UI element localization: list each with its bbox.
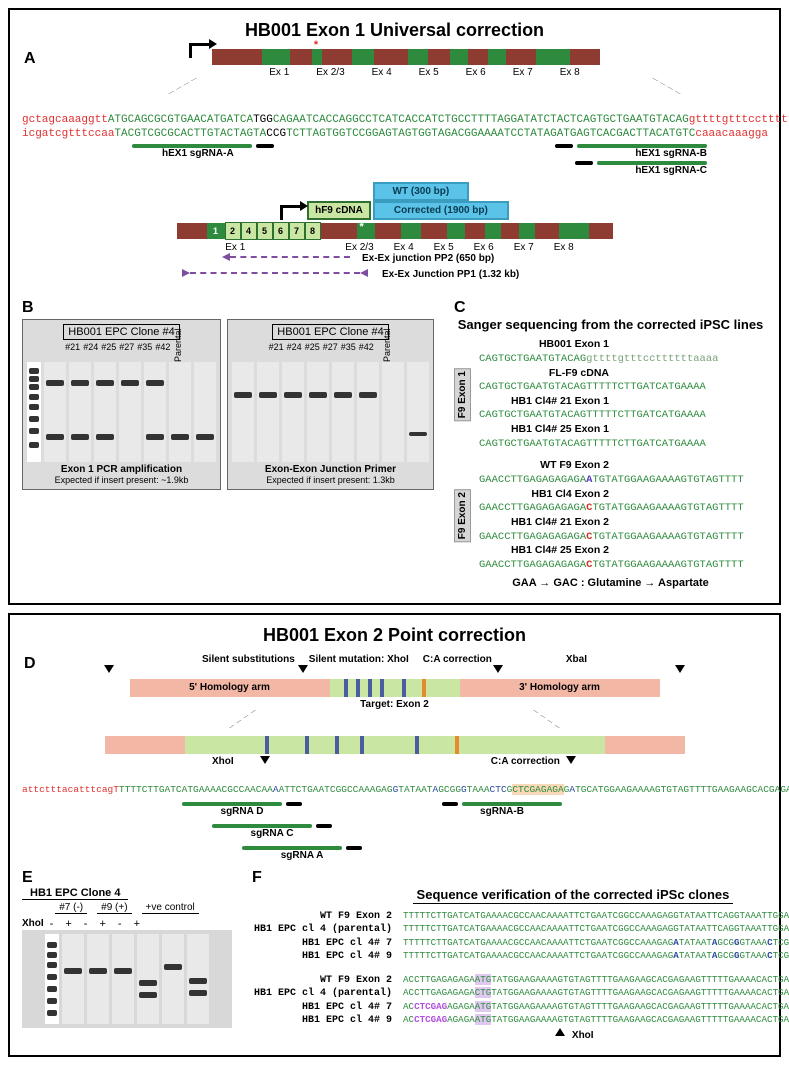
f-title: Sequence verification of the corrected i…	[413, 887, 734, 904]
exon-labels-top: Ex 1 Ex 2/3 Ex 4 Ex 5 Ex 6 Ex 7 Ex 8	[22, 67, 767, 78]
exon1-sequence: gctagcaaaggttATGCAGCGCGTGAACATGATCATGGCA…	[22, 100, 767, 141]
gel2-header: HB001 EPC Clone #4	[272, 324, 388, 340]
corrected-box: Corrected (1900 bp)	[373, 201, 509, 220]
wt-box: WT (300 bp)	[373, 182, 469, 201]
sgRNA-a-label: hEX1 sgRNA-A	[162, 148, 274, 159]
e-header: HB1 EPC Clone 4	[22, 887, 128, 900]
panel-bottom: HB001 Exon 2 Point correction D Silent s…	[8, 613, 781, 1057]
subpanel-f: F Sequence verification of the corrected…	[252, 869, 789, 1041]
promoter-arrow-icon	[280, 205, 301, 220]
exon-labels-bottom: Ex 1 Ex 2/3 Ex 4 Ex 5 Ex 6 Ex 7 Ex 8	[22, 242, 767, 253]
letter-b: B	[22, 299, 434, 317]
panel-top-title: HB001 Exon 1 Universal correction	[22, 20, 767, 41]
side-exon1: F9 Exon 1	[454, 368, 471, 421]
letter-a: A	[24, 50, 36, 68]
letter-e: E	[22, 869, 232, 887]
gel-1: HB001 EPC Clone #4 #21 #24 #25 #27 #35 #…	[22, 319, 221, 490]
panel-bottom-title: HB001 Exon 2 Point correction	[22, 625, 767, 646]
gel2-caption: Exon-Exon Junction Primer	[265, 464, 396, 475]
gene-schematic-corrected: 1 2 4 5 6 7 8 *	[22, 222, 767, 240]
homology-construct: 5' Homology arm 3' Homology arm	[22, 679, 767, 697]
aa-note: GAA → GAC : Glutamine → Aspartate	[454, 577, 767, 589]
zoom-exon2	[22, 736, 767, 754]
side-exon2: F9 Exon 2	[454, 489, 471, 542]
gel-e	[22, 930, 232, 1028]
pp1-label: Ex-Ex Junction PP1 (1.32 kb)	[382, 269, 519, 280]
sgRNA-bars: hEX1 sgRNA-A hEX1 sgRNA-B hEX1 sgRNA-C	[22, 143, 767, 176]
gel1-caption: Exon 1 PCR amplification	[61, 464, 182, 475]
d-sequence: attctttacatttcagTTTTTCTTGATCATGAAAACGCCA…	[22, 773, 767, 795]
promoter-arrow-icon	[189, 43, 210, 58]
gel1-header: HB001 EPC Clone #4	[63, 324, 179, 340]
hf9-cdna-box: hF9 cDNA	[307, 201, 371, 220]
subpanel-e: E HB1 EPC Clone 4 #7 (-) #9 (+) +ve cont…	[22, 869, 232, 1028]
sgRNA-b-label: hEX1 sgRNA-B	[555, 148, 707, 159]
primer-arrows: Ex-Ex junction PP2 (650 bp) Ex-Ex Juncti…	[182, 253, 767, 289]
subpanel-c: C Sanger sequencing from the corrected i…	[454, 299, 767, 588]
gel1-sub: Expected if insert present: ~1.9kb	[55, 475, 189, 485]
pp2-label: Ex-Ex junction PP2 (650 bp)	[362, 253, 494, 264]
panel-top: HB001 Exon 1 Universal correction A * Ex…	[8, 8, 781, 605]
construct-row: hF9 cDNA WT (300 bp) Corrected (1900 bp)	[22, 182, 767, 220]
red-asterisk: *	[314, 39, 318, 51]
target-label: Target: Exon 2	[22, 699, 767, 710]
letter-c: C	[454, 299, 466, 317]
subpanel-b: B HB001 EPC Clone #4 #21 #24 #25 #27 #35…	[22, 299, 434, 588]
sgRNA-c-label: hEX1 sgRNA-C	[555, 165, 707, 176]
gel2-sub: Expected if insert present: 1.3kb	[266, 475, 395, 485]
gene-schematic-top: *	[22, 49, 767, 65]
letter-f: F	[252, 869, 262, 887]
d-top-labels: Silent substitutions Silent mutation: Xh…	[22, 654, 767, 665]
d-sgRNA-bars: sgRNA D sgRNA C sgRNA A sgRNA-B	[22, 799, 767, 859]
gel-2: HB001 EPC Clone #4 #21 #24 #25 #27 #35 #…	[227, 319, 434, 490]
sanger-title: Sanger sequencing from the corrected iPS…	[454, 317, 767, 332]
f-xhoi-label: XhoI	[572, 1030, 594, 1041]
letter-d: D	[24, 655, 36, 673]
